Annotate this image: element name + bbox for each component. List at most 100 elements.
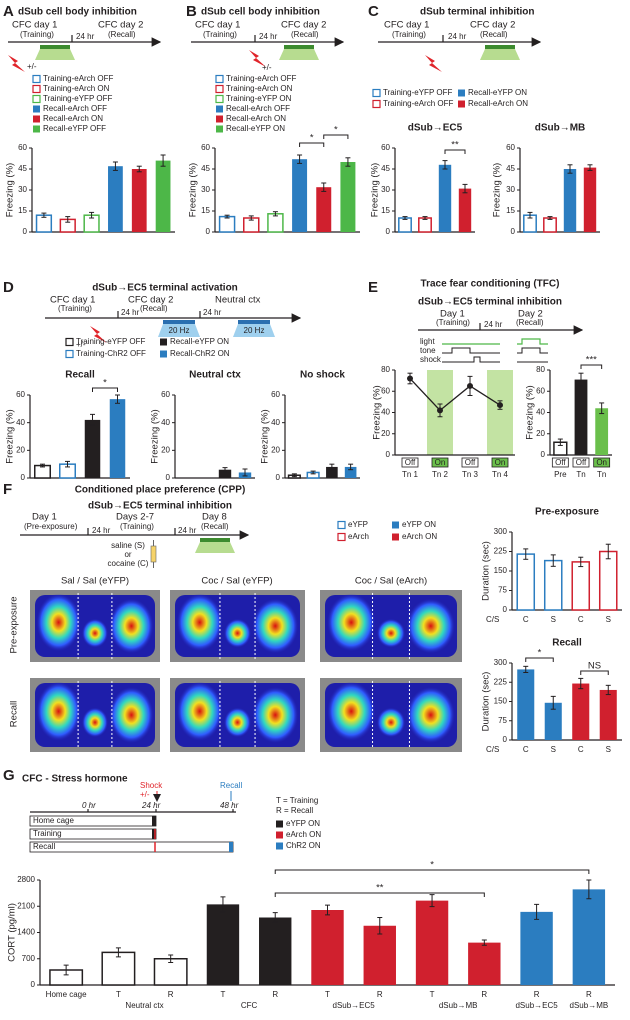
time-label: 24 hr: [141, 801, 161, 810]
heatmap-title: Sal / Sal (eYFP): [61, 576, 129, 587]
panel-title: dSub cell body inhibition: [18, 7, 137, 18]
legend-swatch: [215, 74, 224, 84]
gap-label: 24 hr: [448, 32, 467, 41]
group-label: dSub→MB: [570, 1001, 609, 1010]
chart-title: dSub→EC5: [408, 123, 463, 134]
legend-swatch: [276, 831, 283, 839]
bar: [415, 900, 449, 985]
trace: [442, 356, 500, 363]
panel-title: dSub terminal inhibition: [420, 7, 534, 18]
heatmap-blob: [36, 593, 81, 652]
chart-title: dSub→MB: [535, 123, 586, 134]
x-tick-label: R: [377, 990, 383, 999]
row-label: Pre-exposure: [9, 596, 20, 653]
day-label: CFC day 2: [128, 295, 173, 306]
heatmap-blob: [36, 681, 81, 741]
legend-label: Training-eArch OFF: [226, 74, 297, 83]
y-tick-label: 60: [161, 390, 170, 399]
y-tick-label: 60: [18, 143, 27, 152]
chart-title: Pre-exposure: [535, 507, 599, 518]
condition-label: On: [495, 458, 506, 467]
y-tick-label: 45: [506, 164, 515, 173]
y-axis-label: Freezing (%): [492, 163, 503, 217]
error-bar: [523, 665, 529, 673]
error-bar: [222, 467, 228, 473]
error-bar: [65, 216, 71, 223]
heatmap-blob: [376, 618, 406, 648]
error-bar: [115, 947, 121, 958]
legend-label: Recall-eYFP ON: [226, 124, 285, 133]
x-tick-label: S: [606, 615, 611, 624]
error-bar: [136, 165, 142, 173]
x-tick-label: R: [481, 990, 487, 999]
error-bar: [242, 468, 248, 477]
y-tick-label: 0: [386, 227, 391, 236]
day-sub: (Training): [392, 30, 426, 39]
heatmap-blob: [82, 707, 108, 738]
heatmap-blob: [406, 598, 455, 654]
schedule-bar: [29, 841, 234, 853]
legend-label: eYFP: [348, 520, 368, 529]
legend-swatch: [32, 94, 41, 104]
chart-title: Recall: [65, 370, 95, 381]
light-label: +/-: [76, 340, 86, 349]
shock-sub: +/-: [140, 790, 150, 799]
y-tick-label: 45: [18, 164, 27, 173]
heatmap-blob: [224, 707, 251, 738]
bar: [363, 925, 396, 985]
legend-label: Training-ChR2 OFF: [76, 349, 146, 358]
error-bar: [481, 939, 487, 946]
day-label: CFC day 1: [384, 20, 429, 31]
y-axis-label: Freezing (%): [188, 163, 199, 217]
light-label: +/-: [262, 63, 272, 72]
legend-swatch: [216, 125, 223, 133]
trace-label: shock: [420, 355, 442, 364]
shock-label: Shock: [140, 781, 163, 790]
error-bar: [272, 912, 278, 923]
key-label: R = Recall: [276, 806, 313, 815]
sig-label: *: [538, 648, 542, 659]
day-sub: (Training): [436, 318, 470, 327]
legend-label: Recall-eYFP OFF: [43, 124, 106, 133]
trace: [442, 347, 500, 354]
shock-icon: [8, 55, 25, 72]
y-axis-label: Freezing (%): [525, 385, 536, 439]
legend-label: Recall-eArch ON: [43, 114, 103, 123]
sig-bracket: [580, 364, 603, 369]
legend-label: Recall-eArch OFF: [226, 104, 290, 113]
x-tick-label: Tn: [597, 470, 606, 479]
sig-label: *: [430, 860, 434, 871]
bar: [517, 669, 535, 740]
sig-bracket: [92, 387, 118, 392]
error-bar: [527, 211, 533, 219]
bar: [326, 466, 338, 478]
gap-label: 24 hr: [76, 32, 95, 41]
heatmap-blob: [82, 618, 108, 648]
bar: [344, 466, 357, 478]
light-label: +/-: [27, 62, 37, 71]
legend-swatch: [32, 74, 41, 84]
panel-title: dSub→EC5 terminal activation: [92, 283, 238, 294]
panel-label: F: [3, 481, 12, 498]
trace: [517, 347, 548, 354]
bar: [316, 187, 332, 232]
y-tick-label: 15: [201, 206, 210, 215]
x-tick-label: T: [430, 990, 435, 999]
error-bar: [523, 548, 529, 560]
error-bar: [248, 215, 254, 221]
error-bar: [587, 164, 593, 171]
y-axis-label: Duration (sec): [481, 672, 492, 732]
row-label: Recall: [9, 701, 20, 727]
y-tick-label: 60: [201, 143, 210, 152]
recall-label: Recall: [220, 781, 242, 790]
day-label: CFC day 2: [470, 20, 515, 31]
error-bar: [407, 372, 413, 385]
y-tick-label: 30: [506, 185, 515, 194]
shaded-band: [487, 370, 513, 455]
day-sub: (Recall): [201, 522, 229, 531]
legend-swatch: [216, 115, 223, 123]
legend-swatch: [372, 88, 381, 98]
gap-label: 24 hr: [178, 526, 197, 535]
row-label: Home cage: [33, 816, 74, 825]
